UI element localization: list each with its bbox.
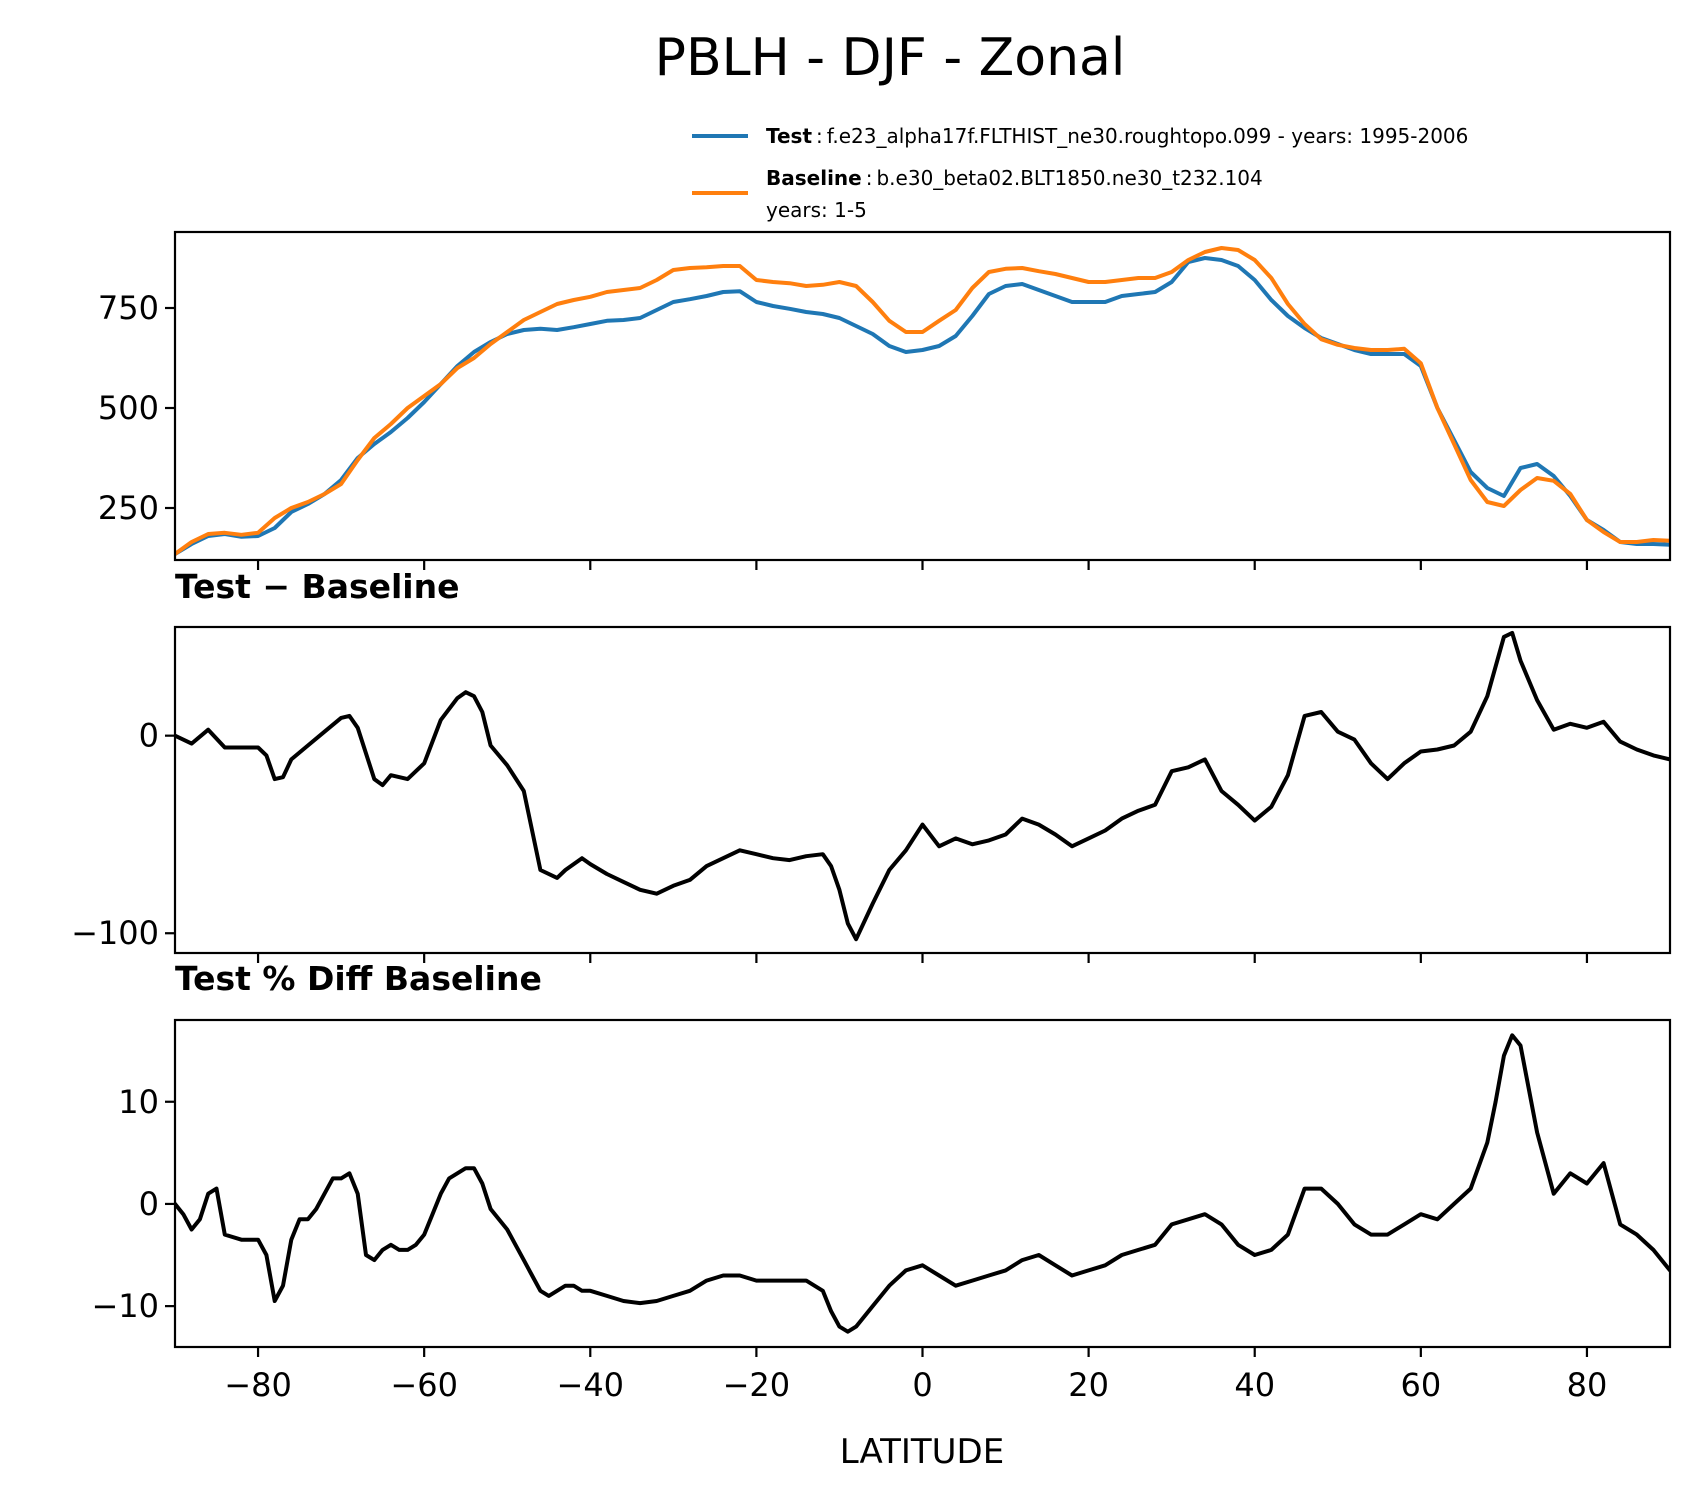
y-tick-label: 750: [98, 289, 159, 327]
legend-baseline-label: Baseline: b.e30_beta02.BLT1850.ne30_t232.…: [766, 166, 1263, 190]
x-tick-label: 20: [1068, 1366, 1109, 1404]
legend-baseline-text: b.e30_beta02.BLT1850.ne30_t232.104: [876, 166, 1262, 190]
y-tick-label: −100: [71, 914, 159, 952]
legend-baseline-years: years: 1-5: [766, 198, 867, 222]
legend-baseline-key: Baseline: [766, 166, 862, 190]
panel-frame: [173, 230, 1672, 562]
legend-test-key: Test: [766, 124, 812, 148]
panel-test-minus-baseline: −100 0: [71, 625, 1672, 963]
legend: Test: f.e23_alpha17f.FLTHIST_ne30.roughto…: [692, 124, 1468, 222]
y-tick-label: 500: [98, 389, 159, 427]
panel-pct-title: Test % Diff Baseline: [175, 959, 542, 998]
series-line-test-diff-baseline: [175, 1033, 1670, 1334]
x-tick-label: 60: [1400, 1366, 1441, 1404]
x-tick-label: −80: [224, 1366, 292, 1404]
y-tick-label: 0: [139, 1185, 159, 1223]
legend-test-sep: :: [816, 124, 823, 148]
series-line-baseline: [175, 246, 1670, 556]
legend-test-text: f.e23_alpha17f.FLTHIST_ne30.roughtopo.09…: [827, 124, 1469, 148]
panel-test-pct-diff-baseline: −10 0 10 −80 −60 −40 −20 0 20 40 60 80: [91, 1018, 1672, 1404]
y-tick-label: 0: [139, 717, 159, 755]
legend-baseline-sep: :: [866, 166, 873, 190]
legend-test-label: Test: f.e23_alpha17f.FLTHIST_ne30.roughto…: [766, 124, 1468, 148]
y-tick-label: −10: [91, 1287, 159, 1325]
y-tick-label: 10: [118, 1083, 159, 1121]
panel-diff-title: Test − Baseline: [175, 567, 460, 606]
figure-title: PBLH - DJF - Zonal: [655, 28, 1126, 88]
panel-pblh: 250 500 750: [98, 230, 1672, 570]
series-line-test-baseline: [175, 630, 1670, 942]
x-axis-label: LATITUDE: [840, 1432, 1004, 1472]
panel-frame: [173, 625, 1672, 955]
x-tick-label: 80: [1567, 1366, 1608, 1404]
x-tick-label: −20: [723, 1366, 791, 1404]
panel-frame: [173, 1018, 1672, 1349]
x-tick-label: −60: [390, 1366, 458, 1404]
series-line-test: [175, 256, 1670, 556]
x-tick-label: 0: [912, 1366, 932, 1404]
x-tick-label: −40: [557, 1366, 625, 1404]
y-tick-label: 250: [98, 489, 159, 527]
x-tick-label: 40: [1234, 1366, 1275, 1404]
